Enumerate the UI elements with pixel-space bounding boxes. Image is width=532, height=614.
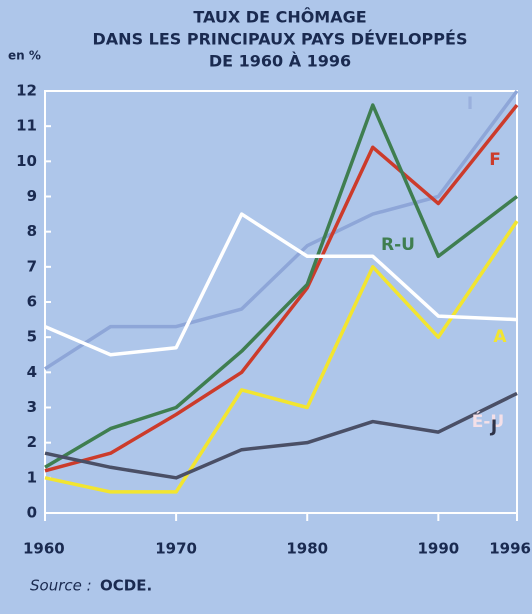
series-line (44, 89, 519, 371)
y-tick-label: 4 (27, 363, 37, 381)
y-tick-label: 8 (27, 222, 37, 240)
chart-title: DANS LES PRINCIPAUX PAYS DÉVELOPPÉS (93, 30, 468, 49)
x-tick-label: 1960 (23, 540, 65, 558)
y-tick-label: 2 (27, 433, 37, 451)
y-tick-label: 11 (16, 117, 37, 135)
source-label: Source : (30, 577, 92, 595)
y-tick-label: 9 (27, 187, 37, 205)
series-label: R-U (381, 235, 415, 255)
series-line (44, 103, 519, 469)
y-tick-label: 7 (27, 257, 37, 275)
series-line (44, 212, 518, 357)
series-label: É-U (472, 410, 504, 432)
series-label: F (489, 150, 501, 170)
series-label: A (493, 327, 507, 347)
y-tick-label: 12 (16, 82, 37, 100)
series-label: I (467, 94, 473, 114)
series-line (44, 103, 519, 473)
chart-title: DE 1960 À 1996 (209, 52, 351, 71)
y-axis-label: en % (8, 49, 41, 63)
x-tick-label: 1990 (417, 540, 459, 558)
x-tick-label: 1970 (155, 540, 197, 558)
y-tick-label: 10 (16, 152, 37, 170)
series-line (44, 220, 519, 494)
y-tick-label: 5 (27, 328, 37, 346)
y-tick-label: 0 (27, 504, 37, 522)
source-value: OCDE. (100, 577, 152, 595)
y-tick-label: 3 (27, 398, 37, 416)
chart-title: TAUX DE CHÔMAGE (193, 8, 366, 27)
y-tick-label: 1 (27, 468, 37, 486)
series-label: J (490, 417, 497, 437)
x-tick-label: 1980 (286, 540, 328, 558)
x-tick-label: 1996 (489, 540, 531, 558)
y-tick-label: 6 (27, 293, 37, 311)
series-line (44, 391, 518, 480)
